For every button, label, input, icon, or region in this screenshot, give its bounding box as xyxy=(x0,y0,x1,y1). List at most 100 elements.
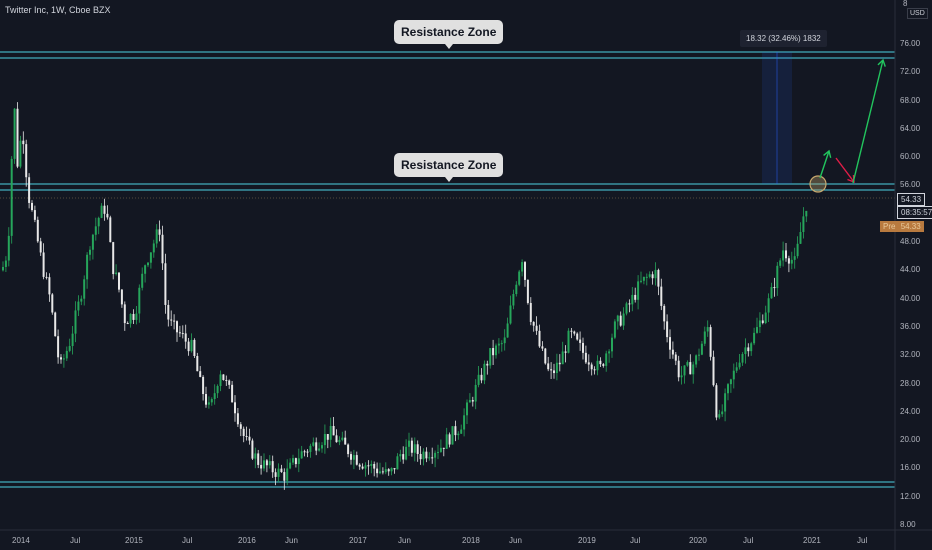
candle-body xyxy=(756,327,758,333)
candle-body xyxy=(355,455,358,465)
candle-body xyxy=(205,394,207,405)
middle-resistance-callout[interactable]: Resistance Zone xyxy=(394,153,504,182)
pre-label: Pre xyxy=(883,222,896,231)
candle-body xyxy=(181,333,184,335)
candle-body xyxy=(190,339,193,352)
candle-body xyxy=(750,343,753,352)
candle-body xyxy=(103,205,106,214)
candle-body xyxy=(515,284,518,295)
time-tick: 2018 xyxy=(462,536,480,545)
candle-body xyxy=(477,374,480,385)
candle-body xyxy=(425,451,428,459)
candle-body xyxy=(489,348,492,366)
candle-body xyxy=(735,367,738,371)
projection-target-arrow-head xyxy=(877,58,886,67)
candle-body xyxy=(71,333,74,347)
price-tick: 72.00 xyxy=(900,67,921,77)
price-tick: 32.00 xyxy=(900,350,921,360)
candle-body xyxy=(474,384,477,402)
candle-body xyxy=(263,460,265,469)
candle-body xyxy=(503,337,506,344)
candle-body xyxy=(10,158,13,236)
candle-body xyxy=(274,472,277,477)
candle-body xyxy=(431,457,434,459)
candle-body xyxy=(335,435,338,443)
candle-body xyxy=(332,426,335,436)
candle-body xyxy=(4,260,7,267)
candle-body xyxy=(671,349,674,355)
candle-body xyxy=(448,434,451,445)
candle-body xyxy=(744,347,747,355)
candle-body xyxy=(323,433,326,446)
candle-body xyxy=(416,444,419,454)
candle-body xyxy=(129,313,132,324)
upper-resistance-callout[interactable]: Resistance Zone xyxy=(394,20,504,49)
candle-body xyxy=(251,440,254,459)
price-tick: 40.00 xyxy=(900,293,921,303)
candle-body xyxy=(62,358,65,360)
time-tick: Jul xyxy=(630,536,641,545)
candle-body xyxy=(60,357,62,360)
candle-body xyxy=(19,140,22,167)
candle-body xyxy=(608,351,611,354)
candle-body xyxy=(512,294,515,306)
symbol-title[interactable]: Twitter Inc, 1W, Cboe BZX xyxy=(5,5,111,15)
candle-body xyxy=(584,352,587,363)
candle-body xyxy=(216,386,219,394)
price-tick: 64.00 xyxy=(900,123,921,133)
candle-body xyxy=(22,140,25,145)
candle-body xyxy=(486,363,489,366)
candle-body xyxy=(147,262,149,266)
candle-body xyxy=(753,332,756,344)
candle-body xyxy=(109,217,112,243)
resistance-zones xyxy=(0,51,895,488)
candle-body xyxy=(497,343,500,346)
candle-body xyxy=(341,437,344,440)
pre-price: 54.33 xyxy=(900,222,921,231)
candle-body xyxy=(454,426,457,436)
candle-body xyxy=(312,442,315,446)
candle-body xyxy=(164,263,167,305)
currency-label[interactable]: USD xyxy=(907,8,928,19)
candle-body xyxy=(466,402,468,416)
candle-body xyxy=(384,469,387,473)
candle-body xyxy=(158,229,161,235)
candle-body xyxy=(390,468,393,472)
candle-body xyxy=(86,254,89,280)
time-tick: Jul xyxy=(182,536,193,545)
candle-body xyxy=(709,327,712,357)
price-tick: 44.00 xyxy=(900,265,921,275)
candle-body xyxy=(698,354,700,356)
candle-body xyxy=(521,262,524,272)
candle-body xyxy=(576,333,579,340)
last-price-tag: 54.33 xyxy=(897,193,926,206)
projection-arrows xyxy=(819,58,886,184)
candle-body xyxy=(657,269,660,287)
candle-body xyxy=(277,468,280,477)
candle-body xyxy=(176,321,178,333)
candle-body xyxy=(782,250,785,261)
candle-body xyxy=(178,332,181,334)
candle-body xyxy=(126,323,129,325)
candle-body xyxy=(257,453,260,465)
candle-body xyxy=(460,429,463,434)
candle-body xyxy=(538,330,541,347)
candle-body xyxy=(289,462,292,469)
candle-body xyxy=(187,341,190,352)
candle-body xyxy=(471,400,474,402)
candle-body xyxy=(16,108,19,167)
candle-body xyxy=(764,312,767,323)
candle-body xyxy=(686,362,689,366)
price-tick: 68.00 xyxy=(900,95,921,105)
candle-body xyxy=(268,461,271,466)
candle-body xyxy=(306,451,309,453)
candle-body xyxy=(242,428,245,436)
candle-body xyxy=(422,451,425,460)
candlestick-series xyxy=(2,102,808,490)
time-tick: Jun xyxy=(398,536,411,545)
candle-body xyxy=(648,274,651,277)
candle-body xyxy=(2,266,4,271)
candle-body xyxy=(642,276,645,281)
